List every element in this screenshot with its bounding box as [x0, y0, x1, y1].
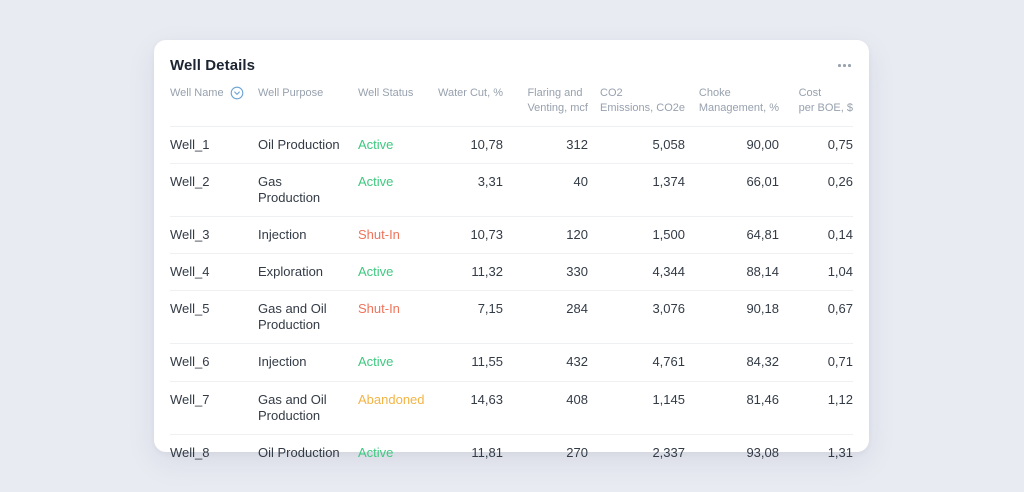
- cell-water-cut: 11,32: [436, 253, 503, 292]
- sort-chevron-down-icon[interactable]: [230, 86, 244, 100]
- cell-co2: 4,761: [588, 343, 685, 382]
- column-header-cost-per-boe: Cost per BOE, $: [779, 86, 853, 127]
- column-header-choke-management: Choke Management, %: [685, 86, 779, 127]
- ellipsis-icon: [848, 64, 851, 67]
- table-row: Well_5 Gas and Oil Production Shut-In 7,…: [170, 290, 853, 345]
- cell-cost: 0,26: [779, 163, 853, 218]
- cell-well-status: Active: [358, 126, 436, 164]
- cell-co2: 4,344: [588, 253, 685, 292]
- cell-cost: 0,14: [779, 216, 853, 255]
- cell-well-purpose: Injection: [258, 216, 358, 255]
- cell-flaring: 270: [566, 444, 588, 460]
- cell-well-purpose: Gas and Oil Production: [258, 290, 358, 345]
- cell-water-cut: 11,81: [471, 444, 503, 460]
- cell-well-purpose: Injection: [258, 343, 358, 382]
- column-header-well-purpose: Well Purpose: [258, 86, 358, 127]
- cell-choke: 88,14: [685, 253, 779, 292]
- cell-co2: 2,337: [652, 444, 685, 460]
- cell-co2: 5,058: [588, 126, 685, 164]
- table-row: Well_3 Injection Shut-In 10,73 120 1,500…: [170, 216, 853, 255]
- cell-well-name: Well_2: [170, 163, 258, 218]
- more-options-button[interactable]: [836, 58, 853, 73]
- cell-water-cut: 14,63: [436, 381, 503, 435]
- well-details-card: Well Details Well Name: [154, 40, 869, 460]
- table-header-row: Well Name Well Purpose Well Status Water…: [170, 86, 853, 127]
- cell-well-purpose: Exploration: [258, 253, 358, 292]
- cell-flaring: 330: [503, 253, 588, 292]
- cell-choke: 81,46: [685, 381, 779, 435]
- cell-cost: 1,04: [779, 253, 853, 292]
- cell-cost: 0,71: [779, 343, 853, 382]
- well-details-table: Well Name Well Purpose Well Status Water…: [170, 86, 853, 471]
- card-header: Well Details: [170, 57, 853, 74]
- cell-well-name: Well_4: [170, 253, 258, 292]
- cell-well-name: Well_8: [170, 444, 210, 460]
- cell-water-cut: 3,31: [436, 163, 503, 218]
- cell-well-name: Well_1: [170, 126, 258, 164]
- cell-well-purpose: Oil Production: [258, 444, 340, 460]
- cell-co2: 3,076: [588, 290, 685, 345]
- cell-co2: 1,145: [588, 381, 685, 435]
- cell-well-status: Active: [358, 444, 394, 460]
- cell-flaring: 432: [503, 343, 588, 382]
- table-row: Well_1 Oil Production Active 10,78 312 5…: [170, 126, 853, 164]
- cell-well-status: Active: [358, 163, 436, 218]
- cell-well-status: Abandoned: [358, 381, 436, 435]
- table-row: Well_6 Injection Active 11,55 432 4,761 …: [170, 343, 853, 382]
- page-title: Well Details: [170, 57, 256, 74]
- cell-water-cut: 10,73: [436, 216, 503, 255]
- table-row: Well_4 Exploration Active 11,32 330 4,34…: [170, 253, 853, 292]
- cell-water-cut: 10,78: [436, 126, 503, 164]
- cell-well-status: Active: [358, 253, 436, 292]
- cell-water-cut: 7,15: [436, 290, 503, 345]
- cell-co2: 1,500: [588, 216, 685, 255]
- cell-flaring: 120: [503, 216, 588, 255]
- column-header-co2-emissions: CO2 Emissions, CO2e: [588, 86, 685, 127]
- column-header-water-cut: Water Cut, %: [436, 86, 503, 127]
- column-header-flaring-venting: Flaring and Venting, mcf: [503, 86, 588, 127]
- ellipsis-icon: [838, 64, 841, 67]
- column-header-well-name[interactable]: Well Name: [170, 86, 258, 127]
- cell-well-name: Well_7: [170, 381, 258, 435]
- cell-cost: 0,75: [779, 126, 853, 164]
- cell-cost: 1,12: [779, 381, 853, 435]
- cell-choke: 66,01: [685, 163, 779, 218]
- ellipsis-icon: [843, 64, 846, 67]
- cell-co2: 1,374: [588, 163, 685, 218]
- cell-choke: 84,32: [685, 343, 779, 382]
- cell-well-status: Shut-In: [358, 290, 436, 345]
- cell-cost: 0,67: [779, 290, 853, 345]
- table-row: Well_8 Oil Production Active 11,81 270 2…: [170, 434, 853, 471]
- cell-well-status: Active: [358, 343, 436, 382]
- cell-cost: 1,31: [827, 444, 853, 460]
- cell-choke: 90,18: [685, 290, 779, 345]
- column-header-well-status: Well Status: [358, 86, 436, 127]
- table-row: Well_2 Gas Production Active 3,31 40 1,3…: [170, 163, 853, 218]
- cell-well-name: Well_3: [170, 216, 258, 255]
- cell-flaring: 40: [503, 163, 588, 218]
- cell-flaring: 312: [503, 126, 588, 164]
- cell-well-name: Well_5: [170, 290, 258, 345]
- cell-well-status: Shut-In: [358, 216, 436, 255]
- cell-well-name: Well_6: [170, 343, 258, 382]
- cell-well-purpose: Oil Production: [258, 126, 358, 164]
- cell-well-purpose: Gas and Oil Production: [258, 381, 358, 435]
- cell-well-purpose: Gas Production: [258, 163, 358, 218]
- cell-flaring: 408: [503, 381, 588, 435]
- cell-choke: 64,81: [685, 216, 779, 255]
- cell-choke: 93,08: [746, 444, 779, 460]
- cell-water-cut: 11,55: [436, 343, 503, 382]
- cell-flaring: 284: [503, 290, 588, 345]
- table-row: Well_7 Gas and Oil Production Abandoned …: [170, 381, 853, 435]
- cell-choke: 90,00: [685, 126, 779, 164]
